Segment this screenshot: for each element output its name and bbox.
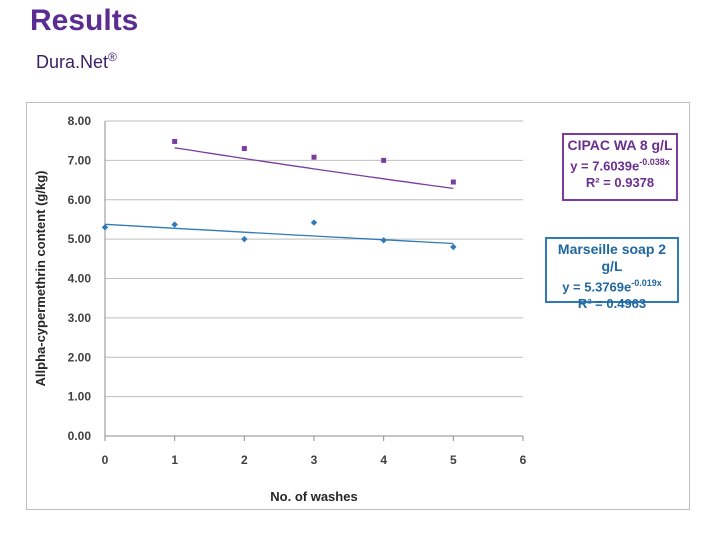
data-point (450, 179, 456, 185)
x-tick-label: 3 (311, 453, 318, 467)
data-point (450, 243, 457, 251)
x-tick-label: 4 (380, 453, 387, 467)
data-point (381, 157, 387, 163)
tick-labels: 0.00 1.00 2.00 3.00 4.00 5.00 6.00 7.00 8.00 0 1 2 3… (68, 114, 527, 467)
y-tick-label: 6.00 (68, 193, 92, 207)
grid-lines (104, 120, 524, 441)
y-tick-label: 8.00 (68, 114, 92, 128)
trendline-series-0 (174, 147, 454, 190)
product-name: Dura.Net (36, 52, 109, 72)
x-tick-label: 6 (520, 453, 527, 467)
legend-marseille: Marseille soap 2 g/L y = 5.3769e-0.019x … (545, 237, 679, 311)
slide-title: Results (30, 4, 139, 37)
data-point (380, 237, 387, 244)
registered-mark: ® (108, 50, 117, 64)
data-point (311, 154, 317, 160)
y-tick-label: 5.00 (68, 232, 92, 246)
x-tick-label: 1 (171, 453, 178, 467)
legend-cipac-name: CIPAC WA 8 g/L (567, 137, 673, 153)
x-tick-label: 5 (450, 453, 457, 467)
y-tick-label: 1.00 (68, 390, 92, 404)
trendline-series-1 (104, 223, 454, 245)
legend-cipac-equation: y = 7.6039e-0.038x (570, 157, 670, 174)
legend-cipac: CIPAC WA 8 g/L y = 7.6039e-0.038x R² = 0… (562, 133, 678, 201)
legend-cipac-r2: R² = 0.9378 (585, 175, 655, 191)
data-point (310, 219, 318, 226)
y-axis-title: Allpha-cypermethrin content (g/kg) (33, 171, 48, 387)
slide-subtitle: Dura.Net® (36, 50, 117, 73)
y-tick-label: 0.00 (68, 429, 92, 443)
data-point (172, 138, 178, 144)
x-tick-label: 2 (241, 453, 248, 467)
trendlines (104, 147, 454, 245)
data-points (101, 138, 457, 251)
y-tick-label: 7.00 (68, 153, 92, 167)
y-tick-label: 4.00 (68, 272, 92, 286)
legend-marseille-name: Marseille soap 2 g/L (557, 241, 667, 274)
y-tick-label: 3.00 (68, 311, 92, 325)
data-point (101, 224, 109, 231)
legend-marseille-equation: y = 5.3769e-0.019x (562, 278, 662, 295)
data-point (171, 221, 178, 228)
y-tick-label: 2.00 (68, 350, 92, 364)
data-point (241, 235, 248, 243)
x-tick-label: 0 (102, 453, 109, 467)
x-axis-title: No. of washes (270, 489, 357, 504)
data-point (241, 146, 247, 152)
legend-marseille-r2: R² = 0.4963 (577, 296, 647, 312)
